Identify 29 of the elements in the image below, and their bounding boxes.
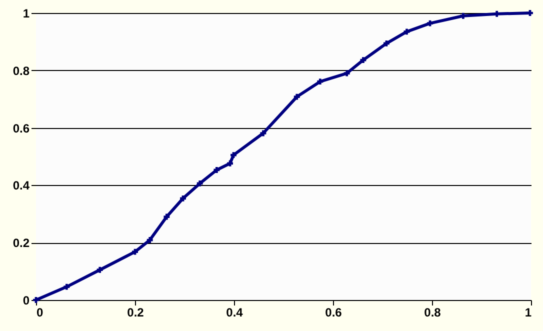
y-tick-label: 0.8 (12, 64, 30, 78)
point (344, 70, 350, 76)
point (227, 160, 233, 166)
y-tick-label: 0 (22, 294, 30, 308)
x-tick-label: 0.8 (424, 306, 442, 320)
point (164, 214, 170, 220)
x-tick-label: 1 (524, 306, 532, 320)
point (317, 78, 324, 85)
x-tick-label: 0.4 (226, 306, 244, 320)
point (180, 195, 186, 202)
point (96, 266, 103, 273)
point (427, 20, 433, 26)
y-tick-label: 0.4 (12, 178, 30, 193)
point (294, 94, 300, 100)
y-tick-label: 1 (22, 6, 30, 20)
point (132, 248, 138, 255)
point (196, 180, 203, 186)
point (404, 28, 410, 35)
x-tick-label: 0 (36, 306, 44, 320)
point (214, 167, 220, 173)
point (384, 40, 390, 46)
x-tick-label: 0.6 (325, 306, 342, 320)
point (64, 284, 70, 290)
y-tick-label: 0.2 (12, 236, 30, 250)
x-tick-label: 0.2 (127, 306, 144, 320)
y-tick-label: 0.6 (12, 121, 30, 136)
point (360, 57, 366, 64)
point (260, 130, 266, 136)
point (146, 237, 153, 243)
